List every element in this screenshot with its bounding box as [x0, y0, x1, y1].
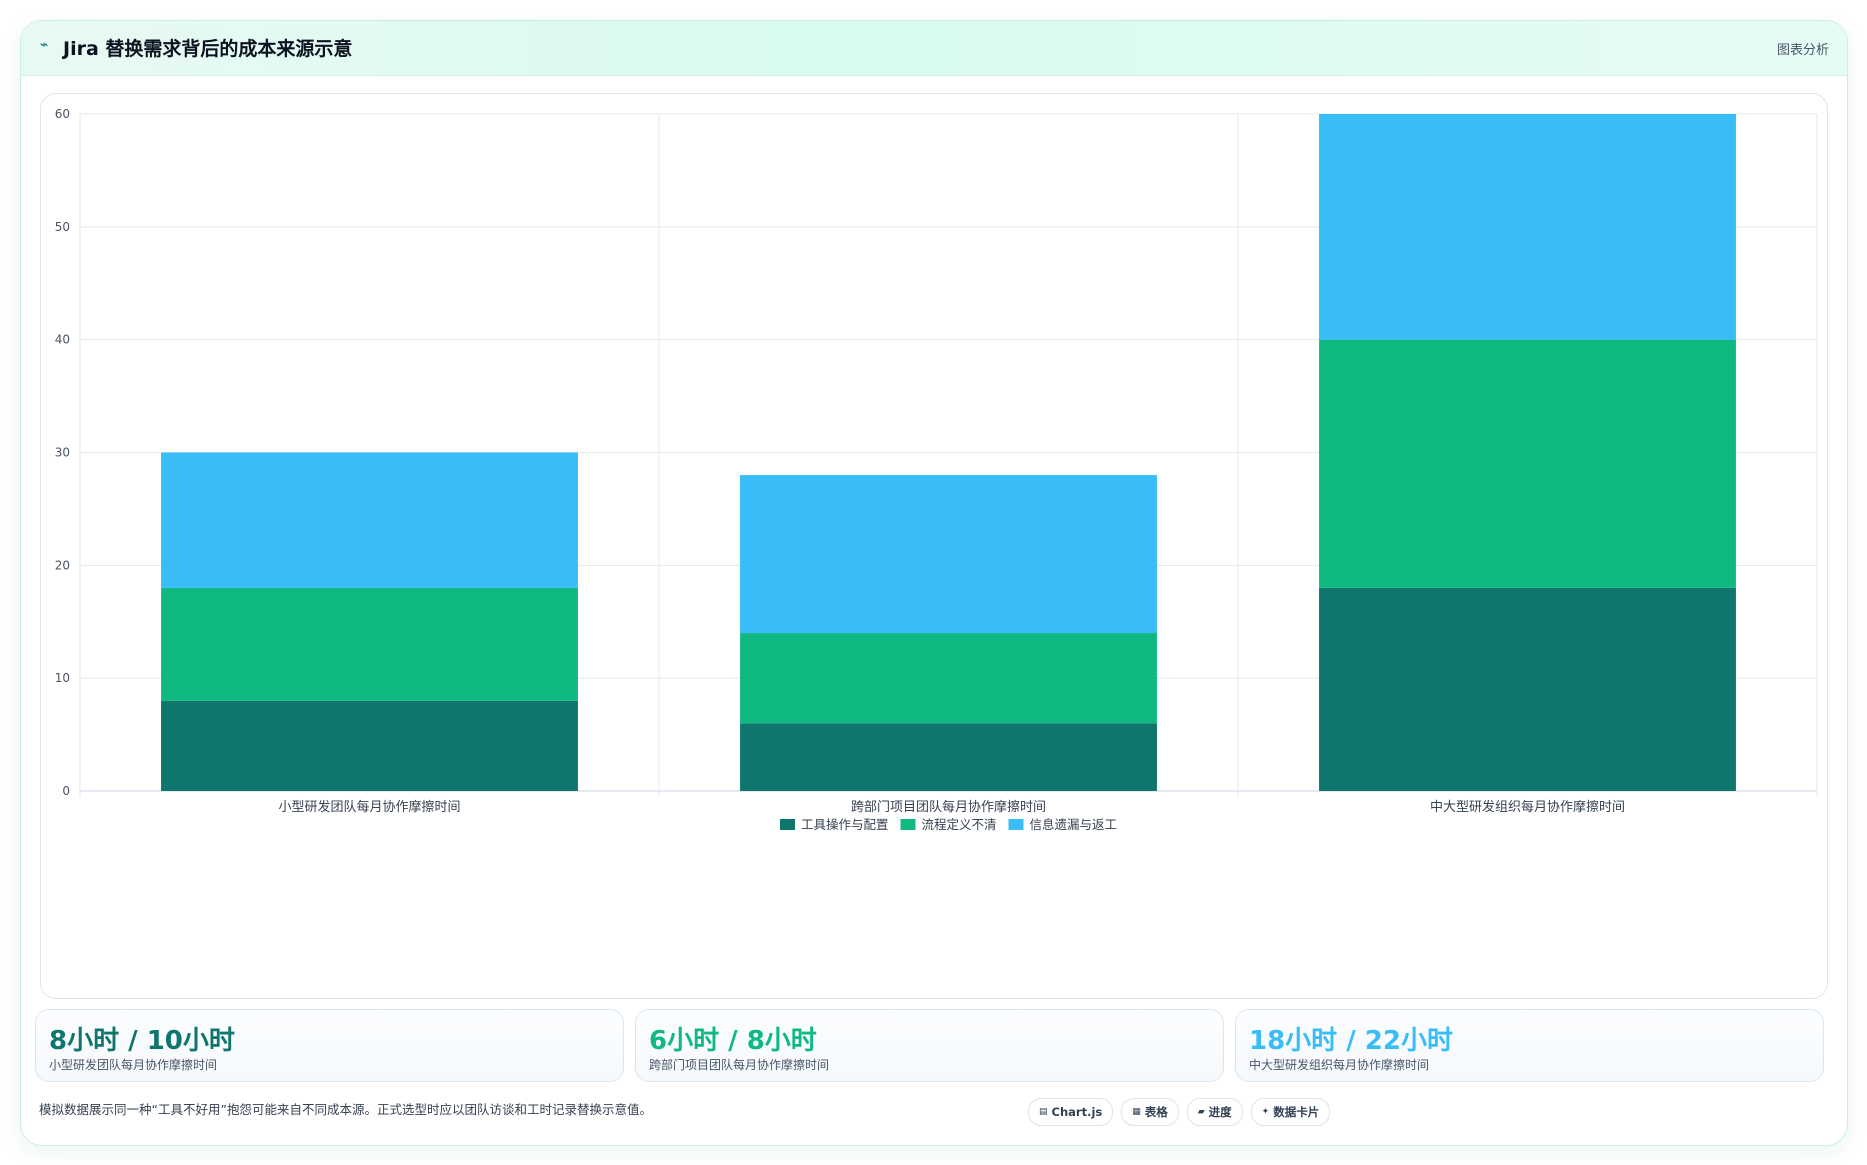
chart-title: Jira 替换需求背后的成本来源示意 [63, 38, 353, 60]
footer-note: 模拟数据展示同一种“工具不好用”抱怨可能来自不同成本源。正式选型时应以团队访谈和… [39, 1102, 652, 1117]
stat-card-cross-dept-team: 6小时 / 8小时 跨部门项目团队每月协作摩擦时间 [635, 1009, 1224, 1082]
chip-table[interactable]: ▦ 表格 [1121, 1098, 1179, 1126]
chip-chartjs[interactable]: ▤ Chart.js [1028, 1098, 1114, 1126]
chip-label: 表格 [1144, 1105, 1168, 1119]
legend-label: 工具操作与配置 [801, 817, 889, 832]
stat-card-large-org: 18小时 / 22小时 中大型研发组织每月协作摩擦时间 [1235, 1009, 1824, 1082]
y-tick-label: 10 [55, 671, 70, 685]
chip-label: 进度 [1208, 1105, 1232, 1119]
bar-segment [1319, 339, 1736, 588]
trend-line-icon: ⌁ [40, 37, 49, 53]
stat-label: 跨部门项目团队每月协作摩擦时间 [649, 1058, 830, 1072]
stat-value: 8小时 / 10小时 [49, 1026, 235, 1056]
stat-value: 6小时 / 8小时 [649, 1026, 817, 1056]
y-tick-label: 20 [55, 558, 70, 572]
stacked-bar-chart: 0 10 20 30 40 50 60 小型研发团队每月协作摩擦时间 跨部门项目团队每月协作摩擦… [55, 107, 1818, 832]
legend-swatch [780, 819, 795, 830]
card-header: ⌁ Jira 替换需求背后的成本来源示意 图表分析 [21, 21, 1847, 76]
sparkle-icon: ✦ [1261, 1107, 1270, 1117]
bar-segment [161, 452, 578, 588]
chip-label: 数据卡片 [1273, 1105, 1320, 1119]
table-icon: ▦ [1132, 1107, 1141, 1117]
bar-segment [740, 723, 1157, 791]
stat-label: 小型研发团队每月协作摩擦时间 [49, 1058, 218, 1072]
bar-segment [740, 633, 1157, 724]
bar-segment [1319, 114, 1736, 340]
category-label: 跨部门项目团队每月协作摩擦时间 [851, 799, 1046, 815]
bar-segment [161, 587, 578, 701]
y-tick-label: 0 [62, 784, 70, 798]
legend-swatch [900, 819, 916, 830]
category-label: 中大型研发组织每月协作摩擦时间 [1430, 799, 1625, 815]
y-tick-label: 30 [55, 446, 70, 460]
chip-data-cards[interactable]: ✦ 数据卡片 [1250, 1098, 1331, 1126]
chart-card: ⌁ Jira 替换需求背后的成本来源示意 图表分析 0 10 20 30 40 50 60 小… [20, 20, 1848, 1146]
chart-analysis-link[interactable]: 图表分析 [1776, 43, 1829, 58]
legend-swatch [1008, 819, 1024, 830]
legend-label: 流程定义不清 [922, 817, 997, 832]
chip-label: Chart.js [1051, 1105, 1103, 1119]
stat-value: 18小时 / 22小时 [1249, 1026, 1453, 1056]
y-tick-label: 50 [55, 220, 70, 234]
stat-label: 中大型研发组织每月协作摩擦时间 [1249, 1058, 1430, 1072]
chart-icon: ▤ [1039, 1107, 1048, 1117]
bar-segment [740, 475, 1157, 634]
chip-group: ▤ Chart.js ▦ 表格 ▰ 进度 ✦ 数据卡片 [1028, 1098, 1331, 1126]
y-tick-label: 60 [55, 107, 70, 121]
stat-card-small-team: 8小时 / 10小时 小型研发团队每月协作摩擦时间 [35, 1009, 624, 1082]
bar-segment [1319, 587, 1736, 791]
bar-segment [161, 700, 578, 791]
chart-panel: 0 10 20 30 40 50 60 小型研发团队每月协作摩擦时间 跨部门项目团队每月协作摩擦… [40, 93, 1828, 999]
category-label: 小型研发团队每月协作摩擦时间 [278, 799, 460, 815]
legend-label: 信息遗漏与返工 [1030, 817, 1118, 832]
progress-icon: ▰ [1197, 1107, 1205, 1117]
chip-progress[interactable]: ▰ 进度 [1186, 1098, 1243, 1126]
y-tick-label: 40 [55, 333, 70, 347]
